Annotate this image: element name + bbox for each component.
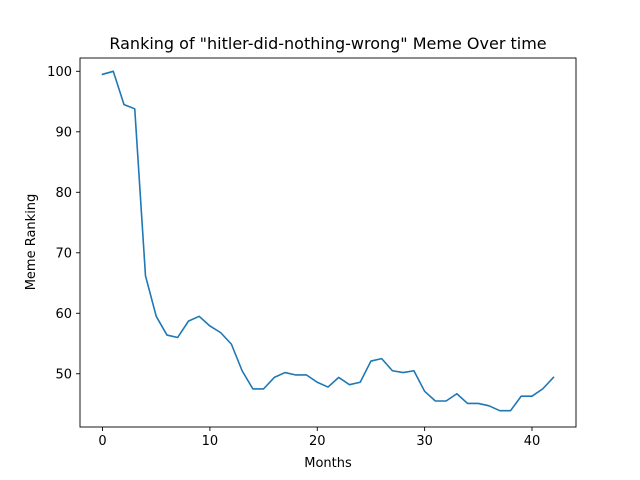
x-tick-label: 20 xyxy=(309,434,326,449)
y-tick-label: 60 xyxy=(55,307,72,322)
plot-area xyxy=(79,57,577,428)
plot-frame xyxy=(79,57,577,428)
y-tick-label: 50 xyxy=(55,367,72,382)
series-line-0 xyxy=(101,70,555,412)
x-tick-label: 30 xyxy=(416,434,433,449)
x-tick-label: 10 xyxy=(202,434,219,449)
y-tick-label: 80 xyxy=(55,186,72,201)
y-tick-label: 100 xyxy=(47,65,72,80)
chart-title: Ranking of "hitler-did-nothing-wrong" Me… xyxy=(109,34,546,53)
y-axis-label: Meme Ranking xyxy=(24,194,39,291)
y-tick-label: 70 xyxy=(55,246,72,261)
x-tick-label: 0 xyxy=(98,434,106,449)
y-axis: 50 60 70 80 90 100 xyxy=(47,65,80,382)
y-tick-label: 90 xyxy=(55,125,72,140)
x-axis: 0 10 20 30 40 xyxy=(98,427,540,449)
x-tick-label: 40 xyxy=(524,434,541,449)
x-axis-label: Months xyxy=(304,456,352,471)
